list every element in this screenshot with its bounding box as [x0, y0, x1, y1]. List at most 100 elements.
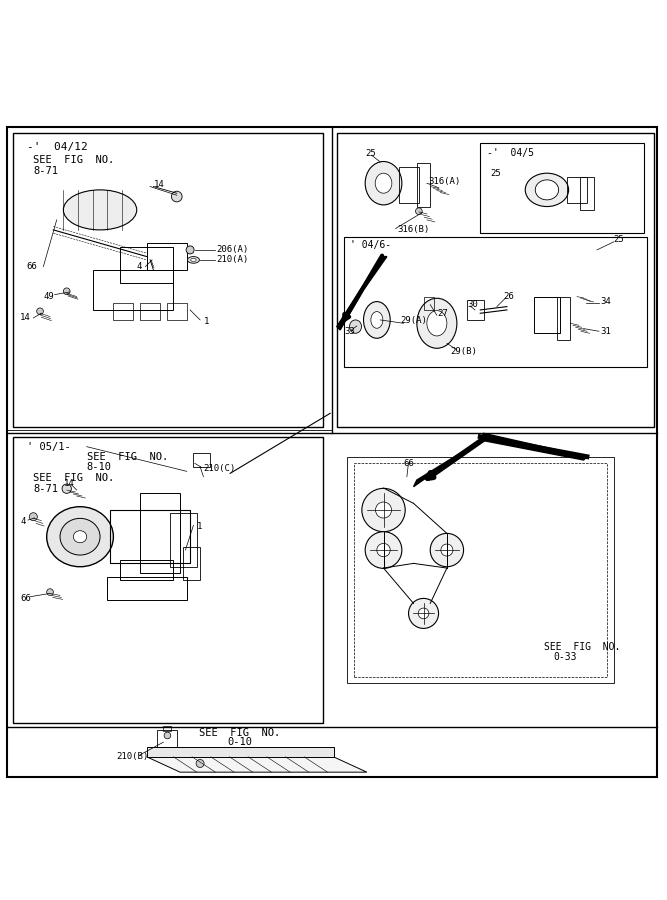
Polygon shape	[414, 436, 487, 487]
Bar	[147, 243, 187, 270]
Text: 29(B): 29(B)	[450, 346, 477, 356]
Bar	[534, 297, 560, 333]
Circle shape	[171, 191, 182, 202]
Text: 49: 49	[43, 292, 54, 302]
Ellipse shape	[375, 173, 392, 194]
Text: 14: 14	[20, 313, 31, 322]
Bar	[183, 546, 200, 580]
Polygon shape	[337, 256, 387, 330]
Text: 34: 34	[600, 297, 611, 306]
Bar	[567, 176, 587, 203]
Text: SEE  FIG  NO.: SEE FIG NO.	[33, 473, 115, 483]
Ellipse shape	[408, 598, 439, 628]
Bar	[13, 133, 323, 427]
Text: 1: 1	[203, 317, 209, 326]
Bar	[113, 303, 133, 320]
Bar	[170, 513, 197, 567]
Text: SEE  FIG  NO.: SEE FIG NO.	[544, 642, 620, 652]
Ellipse shape	[366, 161, 402, 205]
Ellipse shape	[427, 310, 447, 336]
Circle shape	[418, 608, 429, 619]
Bar	[467, 300, 484, 319]
Bar	[399, 166, 419, 203]
Ellipse shape	[60, 518, 100, 555]
Circle shape	[376, 502, 392, 518]
Ellipse shape	[73, 531, 87, 543]
Text: 316(A): 316(A)	[428, 177, 460, 186]
Bar	[354, 464, 607, 677]
Bar	[580, 176, 594, 210]
Bar	[557, 297, 570, 340]
Text: 14: 14	[153, 180, 164, 189]
Text: 210(A): 210(A)	[217, 256, 249, 265]
Bar	[120, 247, 173, 284]
Circle shape	[37, 308, 43, 315]
Text: 8-71: 8-71	[33, 483, 58, 494]
Bar	[163, 726, 171, 732]
Circle shape	[62, 484, 71, 493]
Bar	[480, 143, 644, 233]
Text: 26: 26	[504, 292, 514, 302]
Text: 8-71: 8-71	[33, 166, 58, 176]
Circle shape	[63, 288, 70, 294]
Bar	[347, 456, 614, 683]
Text: 206(A): 206(A)	[217, 246, 249, 255]
Ellipse shape	[430, 534, 464, 567]
Bar	[337, 133, 654, 427]
Text: 8-10: 8-10	[87, 463, 111, 473]
Text: ' 04/6-: ' 04/6-	[350, 239, 392, 249]
Ellipse shape	[535, 180, 558, 200]
Polygon shape	[147, 757, 367, 772]
Text: 25: 25	[490, 168, 501, 177]
Ellipse shape	[187, 256, 199, 263]
Circle shape	[441, 544, 453, 556]
Polygon shape	[480, 433, 587, 460]
Ellipse shape	[366, 532, 402, 569]
Bar	[107, 577, 187, 600]
Text: ' 05/1-: ' 05/1-	[27, 442, 71, 452]
Text: 30: 30	[467, 300, 478, 309]
Bar	[140, 303, 160, 320]
Text: SEE  FIG  NO.: SEE FIG NO.	[33, 155, 115, 165]
Text: 29(A): 29(A)	[400, 316, 427, 325]
Polygon shape	[147, 747, 334, 757]
Circle shape	[47, 589, 53, 596]
Bar	[417, 163, 430, 206]
Text: 210(B): 210(B)	[117, 752, 149, 761]
Circle shape	[186, 246, 194, 254]
Bar	[344, 237, 647, 366]
Text: 316(B): 316(B)	[397, 225, 429, 234]
Text: 4: 4	[20, 517, 25, 526]
Text: 14: 14	[63, 479, 74, 488]
Text: 1: 1	[197, 522, 202, 531]
Ellipse shape	[364, 302, 390, 338]
Ellipse shape	[63, 190, 137, 230]
Circle shape	[196, 760, 204, 768]
Text: 66: 66	[404, 459, 414, 468]
Text: SEE  FIG  NO.: SEE FIG NO.	[87, 452, 168, 462]
Bar	[424, 297, 434, 310]
Ellipse shape	[350, 320, 362, 333]
Bar	[93, 270, 173, 310]
Text: 33: 33	[344, 327, 355, 336]
Circle shape	[416, 208, 422, 214]
Circle shape	[164, 732, 171, 739]
Ellipse shape	[417, 298, 457, 348]
Text: 31: 31	[600, 327, 611, 336]
Text: 0-33: 0-33	[554, 652, 577, 662]
Bar	[120, 560, 173, 580]
Text: -'  04/5: -' 04/5	[487, 148, 534, 158]
Bar	[140, 493, 180, 573]
Text: 66: 66	[27, 262, 37, 271]
Bar	[193, 454, 210, 467]
Text: 210(C): 210(C)	[203, 464, 235, 472]
Text: 27: 27	[437, 309, 448, 318]
Text: -'  04/12: -' 04/12	[27, 141, 87, 151]
Circle shape	[29, 513, 37, 521]
Text: 66: 66	[20, 594, 31, 603]
Bar	[157, 730, 177, 747]
Text: SEE  FIG  NO.: SEE FIG NO.	[199, 728, 281, 739]
Text: 4: 4	[137, 262, 142, 271]
Circle shape	[377, 544, 390, 557]
Text: 25: 25	[614, 236, 624, 245]
